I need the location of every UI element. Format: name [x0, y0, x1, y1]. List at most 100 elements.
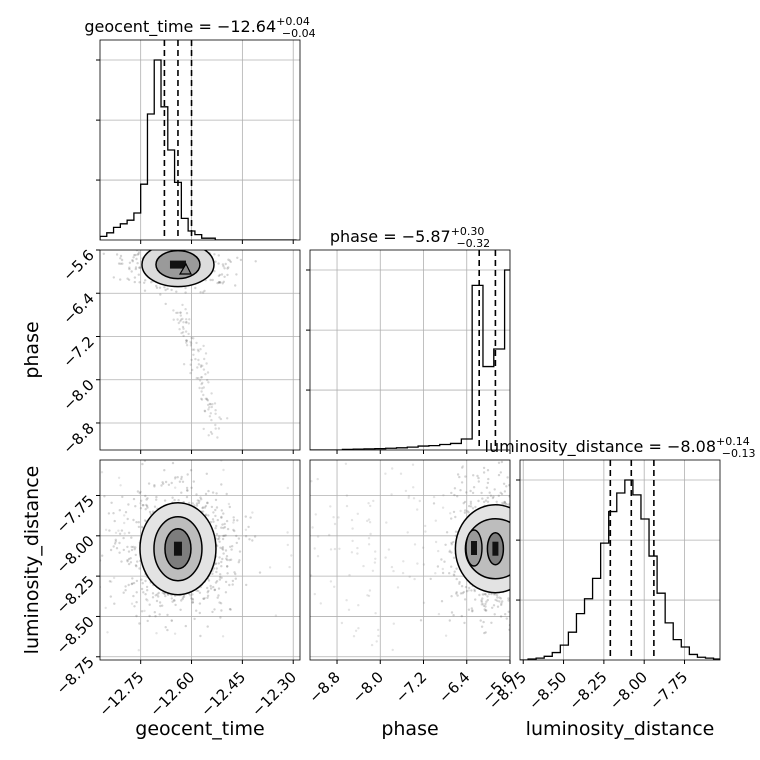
geocent_time-vs-phase-tail-point — [208, 415, 212, 418]
phase-vs-luminosity_distance-point — [450, 517, 453, 520]
geocent_time-vs-luminosity_distance-point — [153, 505, 157, 508]
geocent_time-vs-phase-point — [175, 290, 178, 293]
phase-vs-luminosity_distance-point — [512, 588, 514, 590]
phase-vs-luminosity_distance-point — [517, 569, 519, 571]
geocent_time-vs-phase-tail-point — [182, 327, 185, 330]
geocent_time-vs-phase-point — [148, 236, 150, 238]
geocent_time-vs-luminosity_distance-sparse-point — [139, 502, 142, 505]
luminosity_distance-axis-ytick-label: −8.75 — [53, 653, 98, 698]
phase-vs-luminosity_distance-sparse-point — [449, 512, 452, 515]
geocent_time-vs-phase-tail-point — [207, 434, 210, 437]
geocent_time-vs-luminosity_distance-point — [231, 583, 234, 586]
geocent_time-vs-luminosity_distance-sparse-point — [123, 514, 126, 517]
phase-vs-luminosity_distance-sparse-point — [375, 640, 378, 643]
phase-vs-luminosity_distance-point — [515, 535, 517, 537]
phase-vs-luminosity_distance-point — [532, 566, 534, 568]
geocent_time-vs-phase-tail-point — [202, 427, 205, 431]
geocent_time-vs-luminosity_distance-point — [201, 506, 204, 510]
phase-vs-luminosity_distance-sparse-point — [424, 530, 427, 533]
phase-vs-luminosity_distance-point — [524, 562, 526, 564]
geocent_time-vs-luminosity_distance-point — [138, 622, 141, 625]
geocent_time-vs-luminosity_distance-point — [167, 483, 171, 486]
phase-vs-luminosity_distance-sparse-point — [406, 531, 409, 534]
phase-vs-luminosity_distance-point — [514, 509, 516, 511]
geocent_time-vs-phase-point — [128, 267, 131, 271]
geocent_time-vs-phase-point — [158, 286, 162, 289]
phase-vs-luminosity_distance-point — [500, 602, 503, 605]
geocent_time-vs-luminosity_distance-point — [221, 557, 224, 561]
geocent_time-vs-phase-tail-point — [206, 398, 209, 401]
geocent_time-vs-luminosity_distance-point — [174, 476, 177, 479]
geocent_time-vs-luminosity_distance-point — [171, 496, 174, 499]
phase-vs-luminosity_distance-sparse-point — [434, 572, 437, 575]
geocent_time-vs-phase-tail-point — [226, 417, 229, 420]
phase-vs-luminosity_distance-point — [484, 609, 487, 612]
geocent_time-vs-phase-tail-point — [185, 339, 188, 342]
phase-vs-luminosity_distance-point — [452, 510, 456, 514]
geocent_time-vs-phase-tail-point — [185, 321, 188, 324]
geocent_time-vs-luminosity_distance-point — [108, 580, 112, 583]
geocent_time-vs-luminosity_distance-point — [220, 515, 223, 519]
geocent_time-vs-phase-tail-point — [214, 423, 217, 427]
geocent_time-vs-phase-tail-point — [196, 366, 199, 369]
phase-vs-luminosity_distance-sparse-point — [390, 493, 393, 496]
geocent_time-vs-luminosity_distance-contour-line — [139, 501, 217, 596]
phase-vs-luminosity_distance-point — [510, 597, 512, 599]
geocent_time-vs-phase-tail-point — [175, 311, 178, 315]
phase-vs-luminosity_distance-point — [517, 556, 519, 558]
geocent_time-vs-phase-point — [219, 281, 222, 284]
phase-vs-luminosity_distance-point — [456, 495, 459, 498]
geocent_time-vs-luminosity_distance-point — [120, 560, 123, 563]
phase-vs-luminosity_distance-sparse-point — [412, 497, 416, 500]
phase-vs-luminosity_distance-point — [458, 475, 461, 479]
geocent_time-vs-luminosity_distance-point — [153, 611, 156, 614]
geocent_time-vs-luminosity_distance-sparse-point — [112, 576, 116, 580]
geocent_time-vs-phase-point — [126, 277, 129, 280]
geocent_time-vs-luminosity_distance-sparse-point — [251, 511, 254, 514]
phase-axis-xtick-label: −7.2 — [392, 668, 430, 706]
phase-vs-luminosity_distance-sparse-point — [357, 604, 360, 607]
geocent_time-vs-luminosity_distance-point — [201, 510, 205, 513]
geocent_time-vs-luminosity_distance-point — [186, 473, 189, 476]
phase-vs-luminosity_distance-point — [513, 527, 515, 529]
phase-vs-luminosity_distance-point — [529, 537, 531, 539]
phase-vs-luminosity_distance-point — [484, 593, 487, 596]
geocent_time-vs-luminosity_distance-point — [224, 549, 228, 552]
geocent_time-vs-luminosity_distance-point — [216, 538, 220, 541]
geocent_time-vs-phase-tail-point — [182, 363, 186, 366]
phase-vs-luminosity_distance-point — [513, 593, 515, 595]
geocent_time-vs-luminosity_distance-point — [163, 469, 166, 472]
geocent_time-vs-luminosity_distance-point — [221, 546, 225, 549]
phase-vs-luminosity_distance-sparse-point — [391, 467, 394, 470]
geocent_time-vs-luminosity_distance-point — [166, 628, 169, 632]
phase-vs-luminosity_distance-point — [498, 600, 501, 603]
phase-vs-luminosity_distance-point — [547, 550, 549, 552]
geocent_time-vs-luminosity_distance-point — [161, 481, 164, 484]
geocent_time-vs-luminosity_distance-sparse-point — [232, 521, 235, 524]
geocent_time-vs-luminosity_distance-point — [158, 601, 162, 604]
geocent_time-vs-luminosity_distance-point — [143, 519, 147, 522]
phase-vs-luminosity_distance-point — [507, 610, 510, 613]
geocent_time-vs-luminosity_distance-point — [165, 453, 167, 455]
geocent_time-vs-phase-tail-point — [181, 303, 184, 307]
phase-1d-panel — [306, 249, 511, 454]
phase-vs-luminosity_distance-point — [448, 550, 451, 553]
phase-vs-luminosity_distance-point — [508, 628, 510, 631]
phase-vs-luminosity_distance-point — [514, 573, 516, 575]
phase-vs-luminosity_distance-point — [486, 595, 489, 598]
phase-vs-luminosity_distance-point — [500, 603, 503, 607]
phase-vs-luminosity_distance-point — [469, 505, 473, 508]
x-axis-label-phase: phase — [381, 718, 438, 740]
phase-1d-title: phase = −5.87+0.30 −0.32 — [330, 225, 490, 250]
phase-vs-luminosity_distance-point — [482, 593, 485, 596]
phase-vs-luminosity_distance-point — [460, 585, 464, 588]
geocent_time-vs-luminosity_distance-point — [195, 493, 198, 496]
phase-vs-luminosity_distance-point — [499, 615, 503, 618]
geocent_time-vs-luminosity_distance-point — [223, 526, 227, 529]
geocent_time-vs-luminosity_distance-point — [216, 596, 219, 599]
phase-vs-luminosity_distance-point — [441, 571, 445, 575]
geocent_time-vs-luminosity_distance-point — [203, 506, 207, 509]
geocent_time-vs-luminosity_distance-point — [258, 571, 262, 574]
phase-vs-luminosity_distance-sparse-point — [345, 494, 349, 497]
phase-vs-luminosity_distance-point — [532, 556, 534, 558]
